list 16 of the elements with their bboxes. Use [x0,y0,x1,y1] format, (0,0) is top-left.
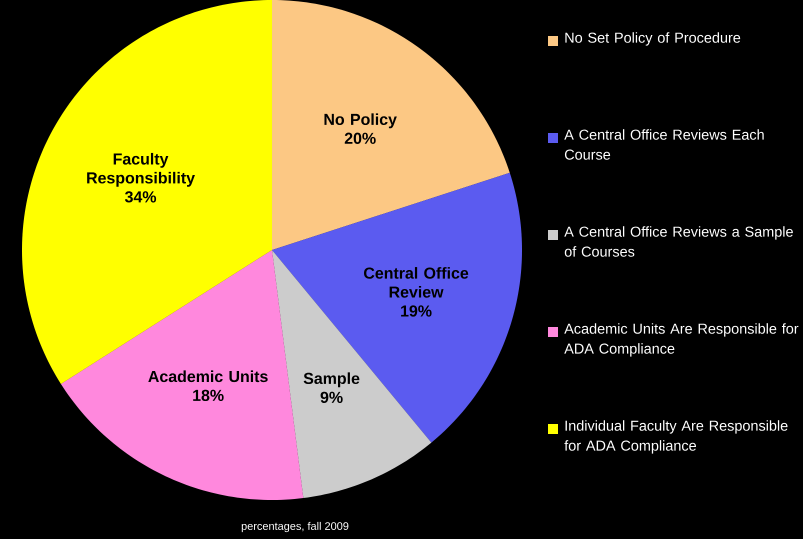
text: No Policy [324,113,397,128]
data-label: 20% [344,132,376,144]
text: Academic Units [148,370,268,382]
text: Sample [304,372,360,388]
text: Faculty Responsibility [87,152,195,187]
legend-label: Academic Units Are Responsible for ADA Compliance [564,323,798,357]
text: Central Office Review [364,267,468,298]
text: percentages, fall 2009 [242,522,348,532]
legend-label: A Central Office Reviews Each Course [564,129,764,160]
data-label: 18% [193,390,224,402]
legend-label: Individual Faculty Are Responsible for ADA Compliance [564,420,788,454]
data-label: 34% [124,191,156,203]
legend-label: A Central Office Reviews a Sample of Courses [564,226,793,257]
legend-label: No Set Policy of Procedure [565,32,740,46]
data-label: 19% [401,305,432,317]
data-label: 9% [320,392,343,403]
